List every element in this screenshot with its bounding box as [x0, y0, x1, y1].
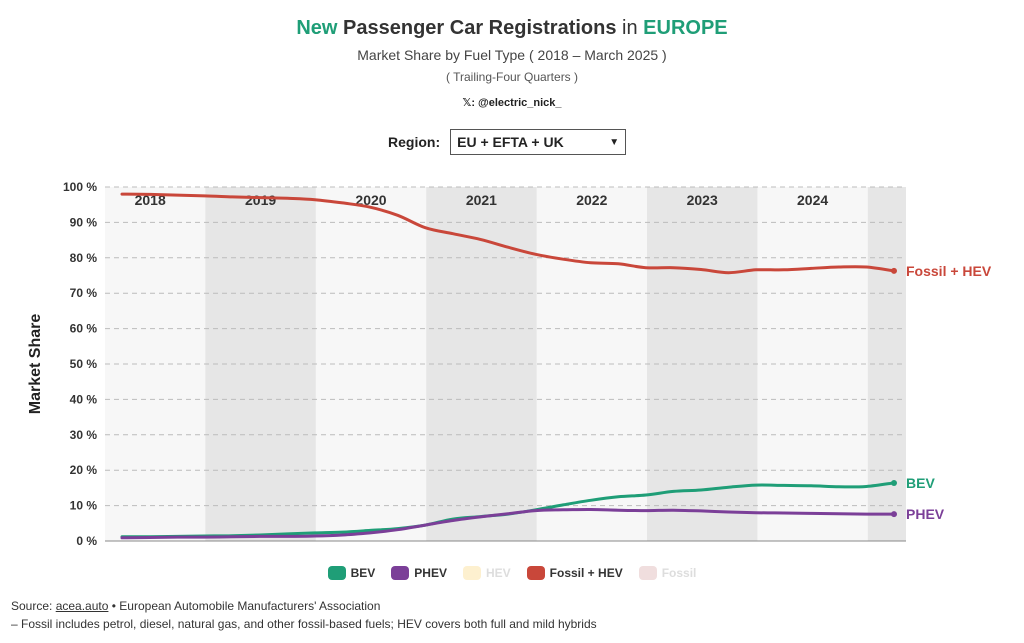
series-line-phev: [120, 507, 896, 540]
legend-item-hev[interactable]: HEV: [462, 566, 511, 580]
legend-swatch: [462, 566, 481, 580]
legend-label: BEV: [350, 566, 376, 580]
fuel-definition-note: – Fossil includes petrol, diesel, natura…: [11, 617, 597, 631]
end-label-bev: BEV: [906, 475, 935, 491]
y-tick-label: 10 %: [70, 499, 98, 513]
legend-swatch: [327, 566, 346, 580]
y-tick-label: 90 %: [70, 215, 98, 229]
legend-item-fossil[interactable]: Fossil: [638, 566, 697, 580]
region-label: Region:: [388, 134, 441, 150]
region-select-value: EU + EFTA + UK: [457, 134, 564, 150]
market-share-chart: 0 % 10 % 20 % 30 % 40 % 50 % 60 % 70 % 80 % 90 % 1…: [27, 180, 992, 548]
legend-swatch: [391, 566, 410, 580]
y-tick-label: 30 %: [70, 428, 98, 442]
series-end-point-bev: [891, 479, 897, 486]
end-label-phev: PHEV: [906, 506, 945, 522]
y-tick-label: 70 %: [70, 286, 98, 300]
title-region: EUROPE: [643, 17, 728, 39]
y-tick-label: 20 %: [70, 463, 98, 477]
legend-item-phev[interactable]: PHEV: [391, 566, 447, 580]
legend-swatch: [638, 566, 657, 580]
chart-subtitle: Market Share by Fuel Type ( 2018 – March…: [357, 47, 667, 63]
region-select[interactable]: EU + EFTA + UK ▼: [450, 129, 627, 155]
year-label: 2024: [797, 192, 828, 208]
source-link[interactable]: acea.auto: [55, 599, 109, 613]
title-main: Passenger Car Registrations: [343, 17, 617, 39]
y-tick-label: 80 %: [70, 251, 98, 265]
year-label: 2022: [576, 192, 607, 208]
series-end-point-phev: [891, 511, 897, 518]
series-end-point-fossil-hev: [891, 267, 897, 274]
y-tick-label: 60 %: [70, 322, 98, 336]
y-tick-label: 100 %: [63, 180, 97, 194]
source-note: Source: acea.auto • European Automobile …: [11, 599, 380, 613]
legend-label: Fossil: [661, 566, 697, 580]
series-line-fossil-hev: [120, 192, 896, 275]
year-label: 2021: [466, 192, 497, 208]
y-tick-label: 50 %: [70, 357, 98, 371]
year-label: 2020: [355, 192, 386, 208]
region-filter: Region: EU + EFTA + UK ▼: [388, 128, 627, 156]
legend-item-bev[interactable]: BEV: [327, 566, 376, 580]
y-tick-label: 40 %: [70, 392, 98, 406]
legend: BEV PHEV HEV Fossil + HEV Fossil: [0, 566, 1024, 580]
chart-subtitle-period: ( Trailing-Four Quarters ): [445, 70, 579, 84]
year-band: [426, 187, 537, 541]
legend-label: HEV: [485, 566, 511, 580]
chevron-down-icon: ▼: [609, 136, 620, 148]
legend-swatch: [526, 566, 545, 580]
title-new: New: [296, 17, 338, 39]
year-label: 2023: [687, 192, 718, 208]
chart-title: New Passenger Car Registrations in EUROP…: [0, 17, 1024, 40]
end-label-fossil-hev: Fossil + HEV: [906, 263, 992, 279]
source-prefix: Source:: [11, 599, 56, 613]
source-rest: • European Automobile Manufacturers' Ass…: [108, 599, 381, 613]
year-label: 2019: [245, 192, 276, 208]
y-tick-label: 0 %: [76, 534, 97, 548]
legend-label: PHEV: [414, 566, 447, 580]
legend-item-fossil-hev[interactable]: Fossil + HEV: [526, 566, 623, 580]
author-handle: 𝕏: @electric_nick_: [462, 97, 562, 109]
title-in: in: [622, 17, 638, 39]
legend-label: Fossil + HEV: [549, 566, 623, 580]
y-axis-title: Market Share: [27, 314, 44, 415]
